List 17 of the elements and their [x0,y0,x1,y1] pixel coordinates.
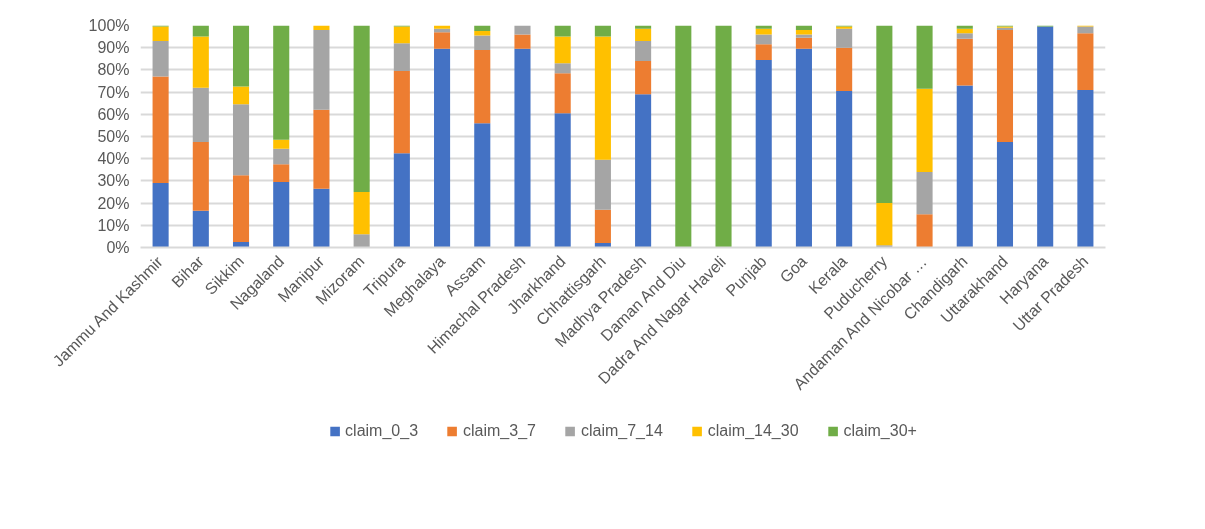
legend-label: claim_0_3 [345,422,419,440]
y-tick-label: 40% [97,150,130,168]
y-tick-label: 10% [97,216,130,234]
y-tick-label: 0% [106,239,130,256]
legend-label: claim_3_7 [463,422,536,440]
y-tick-label: 50% [97,128,130,145]
y-tick-label: 100% [88,17,130,34]
x-tick-label: Goa [776,252,811,286]
y-tick-label: 30% [97,172,130,190]
y-tick-label: 60% [97,105,130,123]
y-tick-label: 70% [97,83,130,101]
y-tick-label: 80% [97,61,130,79]
legend-label: claim_7_14 [580,422,663,440]
y-tick-label: 20% [97,194,130,212]
y-tick-label: 90% [97,39,130,57]
legend-label: claim_14_30 [707,422,799,440]
legend-label: claim_30+ [843,422,917,440]
